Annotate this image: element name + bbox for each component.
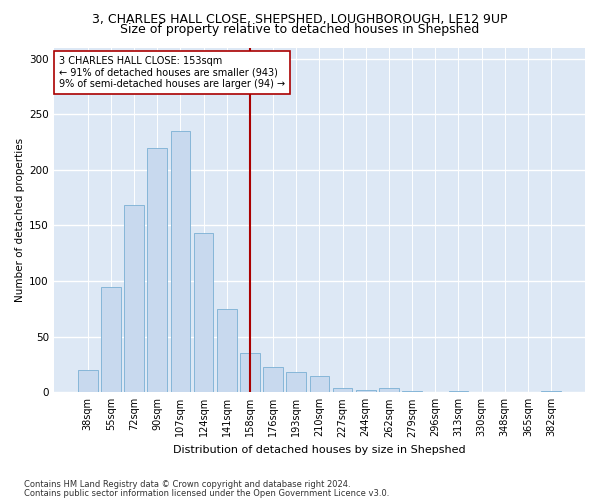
Bar	[333, 388, 352, 392]
Bar	[240, 354, 260, 393]
Bar	[263, 366, 283, 392]
Bar	[310, 376, 329, 392]
Bar	[124, 206, 144, 392]
Bar	[101, 286, 121, 393]
Text: 3, CHARLES HALL CLOSE, SHEPSHED, LOUGHBOROUGH, LE12 9UP: 3, CHARLES HALL CLOSE, SHEPSHED, LOUGHBO…	[92, 12, 508, 26]
Bar	[194, 234, 214, 392]
Y-axis label: Number of detached properties: Number of detached properties	[15, 138, 25, 302]
Bar	[402, 391, 422, 392]
Text: Contains HM Land Registry data © Crown copyright and database right 2024.: Contains HM Land Registry data © Crown c…	[24, 480, 350, 489]
Bar	[286, 372, 306, 392]
Bar	[148, 148, 167, 392]
Bar	[356, 390, 376, 392]
Text: Size of property relative to detached houses in Shepshed: Size of property relative to detached ho…	[121, 22, 479, 36]
X-axis label: Distribution of detached houses by size in Shepshed: Distribution of detached houses by size …	[173, 445, 466, 455]
Bar	[379, 388, 399, 392]
Text: 3 CHARLES HALL CLOSE: 153sqm
← 91% of detached houses are smaller (943)
9% of se: 3 CHARLES HALL CLOSE: 153sqm ← 91% of de…	[59, 56, 285, 90]
Bar	[217, 309, 236, 392]
Bar	[170, 131, 190, 392]
Bar	[449, 391, 468, 392]
Bar	[541, 391, 561, 392]
Bar	[78, 370, 98, 392]
Text: Contains public sector information licensed under the Open Government Licence v3: Contains public sector information licen…	[24, 488, 389, 498]
